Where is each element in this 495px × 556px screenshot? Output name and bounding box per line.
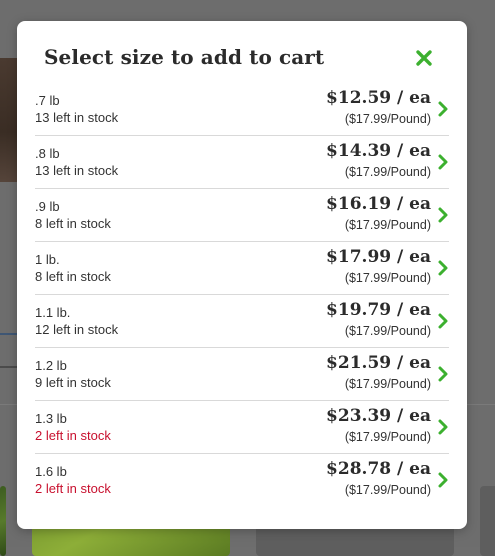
- size-label: 1.6 lb: [35, 464, 67, 479]
- size-option-row[interactable]: 1 lb. 8 left in stock $17.99 / ea ($17.99/P…: [35, 242, 449, 295]
- size-option-row[interactable]: 1.3 lb 2 left in stock $23.39 / ea ($17.99/…: [35, 401, 449, 454]
- background-divider: [0, 333, 20, 335]
- size-option-row[interactable]: .9 lb 8 left in stock $16.19 / ea ($17.99/P…: [35, 189, 449, 242]
- stock-status: 2 left in stock: [35, 481, 111, 496]
- item-price: $16.19 / ea: [326, 194, 431, 214]
- modal-title: Select size to add to cart: [44, 45, 325, 69]
- chevron-right-icon[interactable]: [437, 206, 449, 224]
- item-price: $21.59 / ea: [326, 353, 431, 373]
- item-price: $12.59 / ea: [326, 88, 431, 108]
- size-label: .9 lb: [35, 199, 60, 214]
- chevron-right-icon[interactable]: [437, 259, 449, 277]
- chevron-right-icon[interactable]: [437, 365, 449, 383]
- close-x-icon: [416, 50, 432, 66]
- unit-price: ($17.99/Pound): [344, 324, 431, 338]
- background-product-card: [0, 486, 6, 556]
- size-label: 1.1 lb.: [35, 305, 71, 320]
- size-label: .7 lb: [35, 93, 60, 108]
- item-price: $14.39 / ea: [326, 141, 431, 161]
- chevron-right-icon[interactable]: [437, 312, 449, 330]
- size-option-row[interactable]: 1.1 lb. 12 left in stock $19.79 / ea ($17.9…: [35, 295, 449, 348]
- unit-price: ($17.99/Pound): [344, 271, 431, 285]
- stock-status: 8 left in stock: [35, 216, 111, 231]
- stock-status: 2 left in stock: [35, 428, 111, 443]
- size-label: 1.3 lb: [35, 411, 67, 426]
- background-product-card: [480, 486, 495, 556]
- size-label: 1 lb.: [35, 252, 60, 267]
- stock-status: 13 left in stock: [35, 163, 119, 178]
- size-option-list: .7 lb 13 left in stock $12.59 / ea ($17.99/…: [35, 83, 449, 506]
- size-label: 1.2 lb: [35, 358, 67, 373]
- chevron-right-icon[interactable]: [437, 418, 449, 436]
- unit-price: ($17.99/Pound): [344, 430, 431, 444]
- item-price: $19.79 / ea: [326, 300, 431, 320]
- stock-status: 12 left in stock: [35, 322, 119, 337]
- unit-price: ($17.99/Pound): [344, 165, 431, 179]
- chevron-right-icon[interactable]: [437, 153, 449, 171]
- close-button[interactable]: [413, 47, 435, 69]
- unit-price: ($17.99/Pound): [344, 377, 431, 391]
- item-price: $28.78 / ea: [326, 459, 431, 479]
- unit-price: ($17.99/Pound): [344, 112, 431, 126]
- chevron-right-icon[interactable]: [437, 471, 449, 489]
- stock-status: 8 left in stock: [35, 269, 111, 284]
- unit-price: ($17.99/Pound): [344, 218, 431, 232]
- stock-status: 13 left in stock: [35, 110, 119, 125]
- item-price: $23.39 / ea: [326, 406, 431, 426]
- size-option-row[interactable]: 1.6 lb 2 left in stock $28.78 / ea ($17.99/…: [35, 454, 449, 506]
- size-option-row[interactable]: 1.2 lb 9 left in stock $21.59 / ea ($17.99/…: [35, 348, 449, 401]
- size-option-row[interactable]: .8 lb 13 left in stock $14.39 / ea ($17.99/…: [35, 136, 449, 189]
- unit-price: ($17.99/Pound): [344, 483, 431, 497]
- item-price: $17.99 / ea: [326, 247, 431, 267]
- size-option-row[interactable]: .7 lb 13 left in stock $12.59 / ea ($17.99/…: [35, 83, 449, 136]
- background-divider: [0, 366, 20, 368]
- background-product-image: [0, 58, 18, 182]
- chevron-right-icon[interactable]: [437, 100, 449, 118]
- stock-status: 9 left in stock: [35, 375, 111, 390]
- size-select-modal: Select size to add to cart .7 lb 13 left …: [17, 21, 467, 529]
- size-label: .8 lb: [35, 146, 60, 161]
